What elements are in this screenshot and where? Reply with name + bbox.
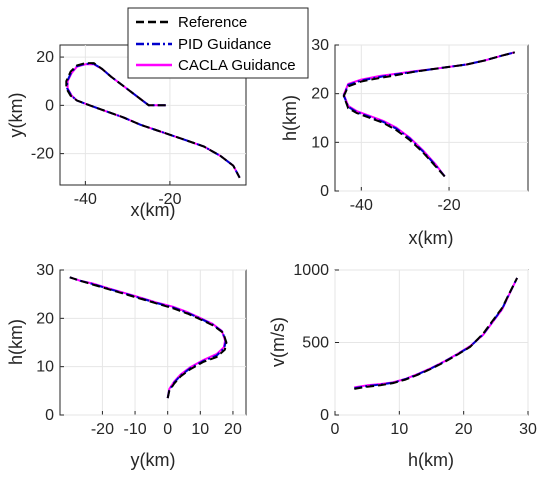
series-group	[65, 62, 241, 179]
x-axis-label: x(km)	[131, 200, 176, 220]
x-tick-label: 10	[191, 421, 209, 438]
legend-entry-cacla: CACLA Guidance	[136, 57, 296, 74]
legend-label-pid: PID Guidance	[178, 36, 271, 53]
y-tick-label: 0	[45, 407, 54, 424]
x-tick-label: 20	[224, 421, 242, 438]
x-axis-label: h(km)	[408, 450, 454, 470]
grid	[335, 44, 528, 192]
plot-area	[59, 269, 247, 416]
y-tick-label: 20	[36, 310, 54, 327]
x-tick-label: -40	[350, 197, 373, 214]
plot-area	[334, 44, 529, 192]
series-group	[69, 276, 228, 399]
series-line-reference	[354, 277, 518, 390]
y-tick-label: 1000	[293, 262, 329, 279]
x-axis-label: x(km)	[409, 228, 454, 248]
y-tick-label: 30	[36, 262, 54, 279]
subplot-h-v: 0 10 20 30 0 500 1000 h(km) v(m/s)	[268, 262, 537, 470]
y-axis-label: v(m/s)	[268, 317, 288, 367]
x-tick-label: 30	[519, 421, 537, 438]
y-axis-label: h(km)	[280, 95, 300, 141]
y-tick-labels: 0 10 20 30	[311, 37, 329, 200]
grid	[60, 269, 246, 416]
x-tick-labels: -40 -20	[74, 191, 182, 208]
y-tick-label: 10	[311, 134, 329, 151]
series-line-reference	[65, 62, 241, 179]
series-line-reference	[69, 276, 228, 399]
y-tick-label: 30	[311, 37, 329, 54]
y-tick-label: 0	[45, 97, 54, 114]
x-tick-label: 10	[390, 421, 408, 438]
legend-entry-reference: Reference	[136, 14, 247, 31]
y-tick-labels: 0 500 1000	[293, 262, 329, 424]
x-tick-label: -20	[158, 191, 181, 208]
subplot-x-h: -40 -20 0 10 20 30 x(km) h(km)	[280, 37, 529, 248]
legend: Reference PID Guidance CACLA Guidance	[127, 7, 309, 79]
series-group	[342, 51, 516, 178]
y-tick-label: -20	[31, 146, 54, 163]
y-tick-label: 10	[36, 359, 54, 376]
x-tick-label: -20	[437, 197, 460, 214]
y-tick-labels: 0 10 20 30	[36, 262, 54, 424]
x-tick-labels: 0 10 20 30	[331, 421, 537, 438]
x-tick-label: 20	[455, 421, 473, 438]
x-tick-label: -40	[74, 191, 97, 208]
x-tick-label: -20	[91, 421, 114, 438]
y-axis-label: h(km)	[6, 319, 26, 365]
x-tick-label: -10	[123, 421, 146, 438]
y-tick-label: 20	[36, 49, 54, 66]
y-tick-labels: -20 0 20	[31, 49, 54, 163]
legend-label-cacla: CACLA Guidance	[178, 57, 296, 74]
x-axis-label: y(km)	[131, 450, 176, 470]
y-axis-label: y(km)	[6, 93, 26, 138]
series-line-reference	[342, 51, 516, 178]
x-tick-labels: -40 -20	[350, 197, 461, 214]
legend-entry-pid: PID Guidance	[136, 36, 271, 53]
x-tick-labels: -20 -10 0 10 20	[91, 421, 242, 438]
series-group	[354, 277, 519, 390]
x-tick-label: 0	[331, 421, 340, 438]
legend-label-reference: Reference	[178, 14, 247, 31]
y-tick-label: 0	[320, 183, 329, 200]
x-tick-label: 0	[163, 421, 172, 438]
y-tick-label: 500	[302, 335, 329, 352]
y-tick-label: 0	[320, 407, 329, 424]
subplot-y-h: -20 -10 0 10 20 0 10 20 30 y(km) h(km)	[6, 262, 247, 470]
grid	[334, 269, 529, 416]
y-tick-label: 20	[311, 86, 329, 103]
